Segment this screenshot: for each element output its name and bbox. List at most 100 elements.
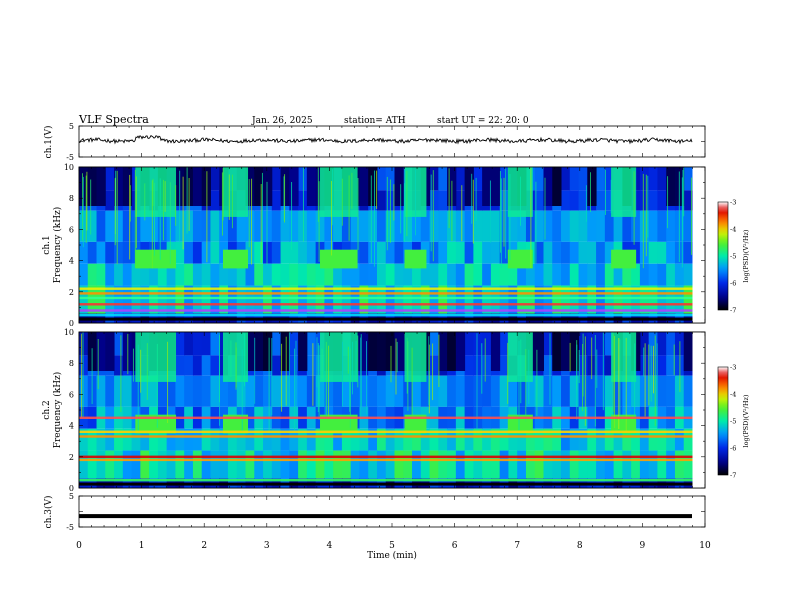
- spectrogram-cell: [166, 263, 176, 286]
- spectrogram-cell: [227, 428, 238, 451]
- spectrogram-cell: [359, 241, 369, 264]
- spectrogram-cell: [315, 210, 325, 242]
- spectrogram-cell: [122, 375, 133, 407]
- spectrogram-cell: [376, 210, 387, 242]
- spectrogram-cell: [403, 210, 413, 242]
- spectrogram-cell: [368, 241, 378, 264]
- spectrogram-cell: [140, 428, 150, 451]
- spectrogram-cell: [394, 263, 404, 286]
- spectrogram-cell: [245, 450, 255, 479]
- spectrogram-cell: [534, 241, 544, 264]
- spectrogram-cell: [596, 375, 606, 407]
- spectrogram-cell: [359, 210, 369, 242]
- spectrogram-cell: [157, 285, 168, 314]
- emission-line: [79, 309, 693, 312]
- spectrogram-cell: [455, 190, 466, 211]
- spectrogram-cell: [657, 241, 667, 264]
- colorbar-tick-label: -4: [730, 226, 736, 234]
- spectrogram-cell: [438, 190, 448, 211]
- spectrogram-cell: [394, 241, 404, 264]
- spectrogram-cell: [227, 375, 238, 407]
- spectrogram-cell: [175, 375, 185, 407]
- spectrogram-cell: [166, 450, 176, 479]
- spectrogram-cell: [490, 210, 501, 242]
- spectrogram-cell: [613, 450, 623, 479]
- spectrogram-cell: [648, 190, 658, 211]
- activity-block: [135, 332, 177, 382]
- spectrogram-cell: [254, 332, 264, 371]
- emission-line: [79, 458, 693, 462]
- spectrogram-cell: [140, 450, 150, 479]
- spectrogram-cell: [114, 263, 124, 286]
- spectrogram-cell: [543, 450, 553, 479]
- spec2-ytick: 0: [69, 484, 74, 493]
- spectrogram-cell: [596, 241, 606, 264]
- spectrogram-cell: [394, 332, 404, 371]
- spectrogram-cell: [648, 428, 658, 451]
- spectrogram-cell: [192, 263, 203, 286]
- activity-block: [135, 167, 177, 217]
- spectrogram-cell: [543, 355, 553, 376]
- ch3-panel: 5 -5 ch.3(V): [43, 492, 706, 532]
- colorbar-tick-label: -7: [730, 307, 736, 315]
- spectrogram-cell: [561, 210, 571, 242]
- spectrogram-cell: [149, 263, 159, 286]
- spectrogram-cell: [473, 167, 483, 191]
- spectrogram-cell: [219, 450, 229, 479]
- spectrogram-cell: [438, 332, 448, 371]
- x-tick-label: 10: [699, 541, 711, 551]
- spectrogram-cell: [271, 241, 282, 264]
- spectrogram-cell: [306, 375, 317, 407]
- spec2-ytick: 6: [69, 390, 74, 399]
- spectrogram-cell: [613, 263, 623, 286]
- spectrogram-cell: [657, 263, 667, 286]
- spectrogram-cell: [315, 285, 325, 314]
- spectrogram-cell: [376, 263, 387, 286]
- spectrogram-cell: [385, 263, 395, 286]
- spectrogram-cell: [543, 332, 553, 356]
- colorbar-1: -3 -4 -5 -6 -7 log(PSD)(V²/Hz): [717, 199, 750, 315]
- x-tick-label: 5: [389, 541, 395, 551]
- spectrogram-cell: [639, 241, 650, 264]
- spectrogram-cell: [192, 355, 203, 376]
- spectrogram-cell: [175, 355, 185, 376]
- spectrogram-cell: [385, 332, 395, 371]
- spectrogram-cell: [604, 241, 615, 264]
- spectrogram-cell: [122, 263, 133, 286]
- spectrogram-cell: [604, 428, 615, 451]
- spectrogram-cell: [543, 241, 553, 264]
- colorbar-tick-label: -5: [730, 418, 736, 426]
- emission-line: [79, 416, 693, 419]
- spectrogram-cell: [499, 355, 509, 376]
- activity-block: [404, 249, 427, 269]
- spectrogram-cell: [271, 210, 282, 242]
- spectrogram-cell: [333, 285, 343, 314]
- spectrogram-cell: [114, 167, 124, 206]
- spectrogram-cell: [464, 285, 474, 314]
- spectrogram-cell: [96, 450, 106, 479]
- emission-line: [79, 317, 693, 321]
- spectrogram-cell: [114, 285, 124, 314]
- spectrogram-cell: [666, 285, 676, 314]
- spectrogram-cell: [578, 241, 588, 264]
- activity-block: [135, 249, 177, 269]
- spectrogram-cell: [341, 210, 352, 242]
- spectrogram-cell: [306, 210, 317, 242]
- spectrogram-cell: [350, 375, 360, 407]
- spectrogram-cell: [473, 210, 483, 242]
- spectrogram-cell: [122, 210, 133, 242]
- emission-line: [79, 482, 693, 486]
- spectrogram-cell: [447, 332, 457, 371]
- spectrogram-cell: [490, 428, 501, 451]
- spectrogram-cell: [613, 428, 623, 451]
- spectrogram-cell: [631, 375, 641, 407]
- spectrogram-cell: [254, 375, 264, 407]
- spectrogram-cell: [192, 285, 203, 314]
- spectrogram-cell: [455, 210, 466, 242]
- colorbar-2-label: log(PSD)(V²/Hz): [742, 394, 750, 447]
- spectrogram-cell: [587, 450, 597, 479]
- spectrogram-cell: [96, 285, 106, 314]
- spectrogram-cell: [306, 263, 317, 286]
- spectrogram-cell: [236, 450, 247, 479]
- spectrogram-cell: [122, 450, 133, 479]
